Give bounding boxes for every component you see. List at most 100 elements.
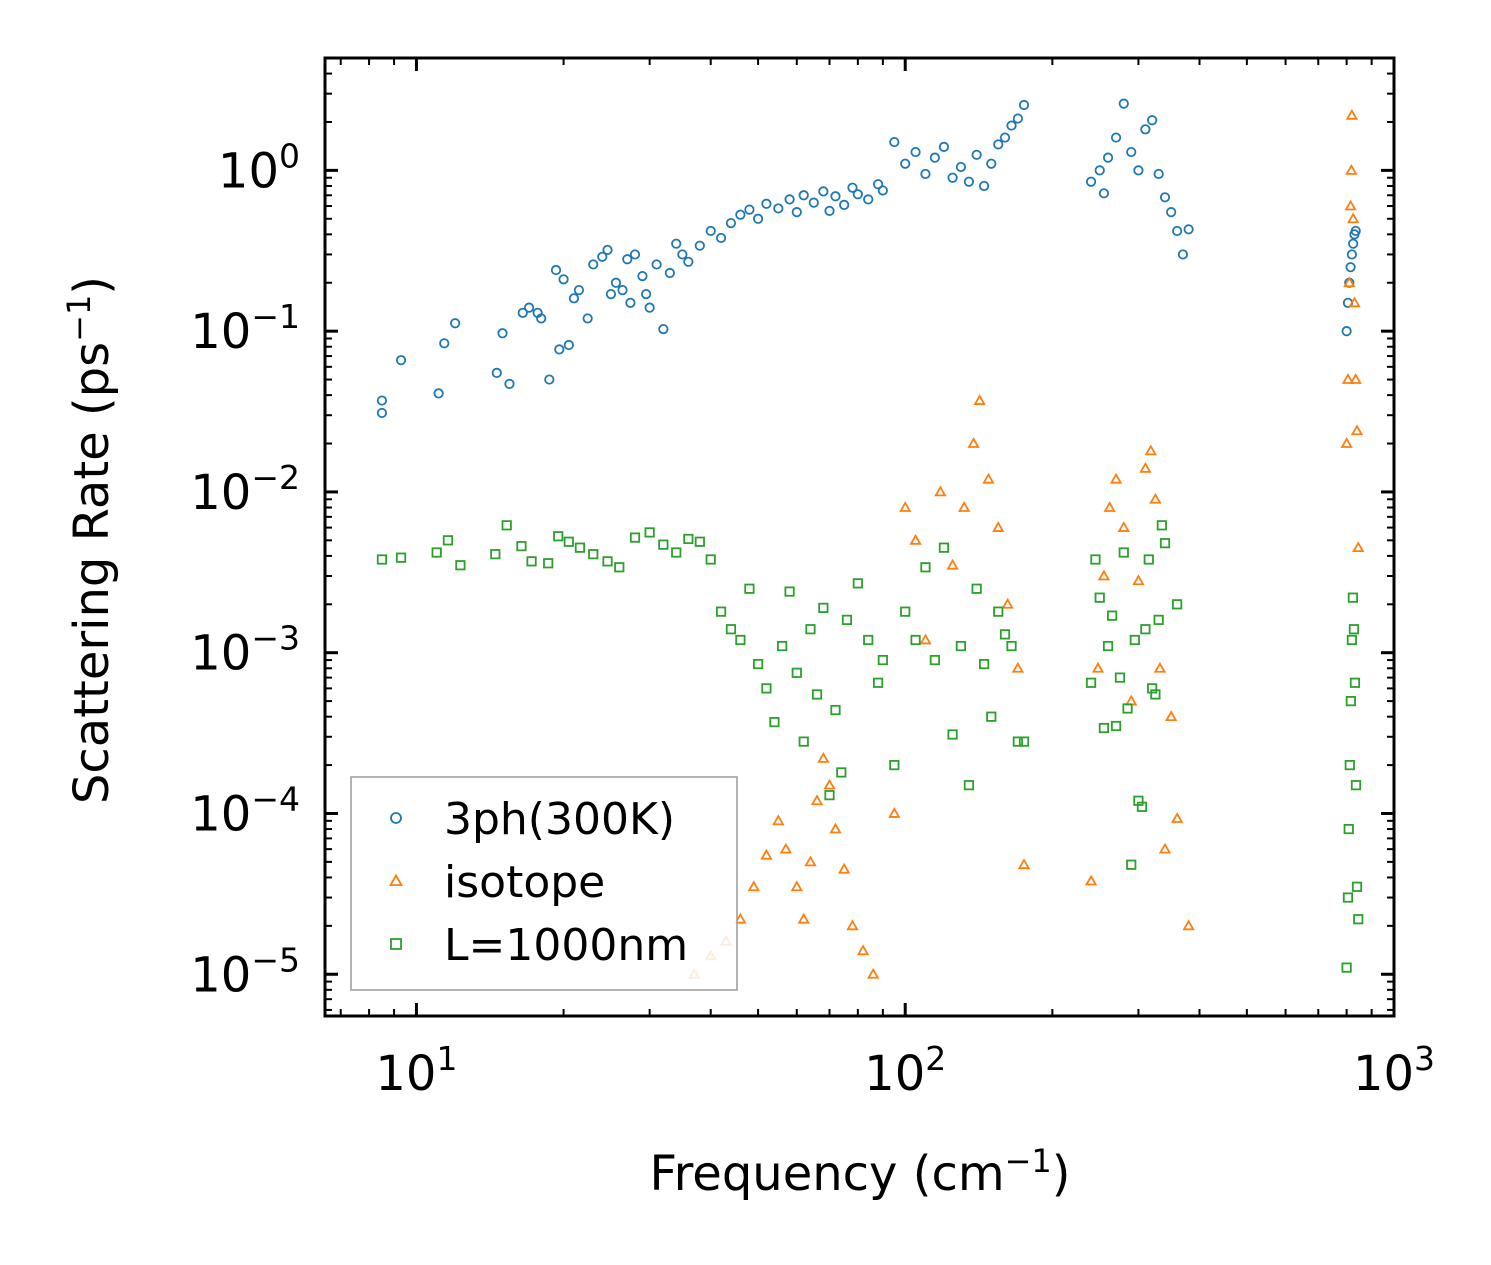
data-point [450,318,461,329]
data-point [1147,683,1158,694]
data-point [841,614,853,625]
data-point [791,207,802,218]
data-point [760,848,773,860]
data-point [1149,492,1162,504]
legend-entries: 3ph(300K) isotope L=1000nm [388,794,688,971]
data-point [1114,672,1126,683]
data-point [824,790,835,801]
data-point [1018,736,1030,747]
data-point [501,520,512,531]
data-point [550,264,562,276]
data-point [725,217,737,229]
data-point [644,302,655,313]
data-point [957,501,971,512]
data-point [614,562,625,573]
data-point [797,912,810,924]
data-point [1150,689,1161,700]
data-point [1118,547,1129,558]
data-point [1132,574,1145,586]
data-point [836,767,847,778]
data-point [920,562,931,573]
data-point [1102,640,1114,652]
data-point [715,606,727,617]
data-point [610,277,622,288]
data-point [1344,199,1357,211]
data-point [877,654,888,666]
data-point [1006,120,1017,131]
data-point [761,683,772,694]
data-point [1158,842,1172,854]
data-point [1341,962,1352,973]
data-point [617,285,628,296]
legend-marker-triangle-icon [388,873,404,887]
data-point [1094,592,1105,603]
data-point [664,267,675,279]
data-point [491,367,502,378]
data-point [1140,124,1151,135]
data-point [671,238,682,249]
legend: 3ph(300K) isotope L=1000nm [350,776,738,991]
data-point [694,240,705,251]
data-point [1350,225,1361,237]
data-point [877,185,888,196]
data-point [574,542,586,553]
data-point [856,944,870,956]
data-point [1125,694,1138,706]
data-point [1090,554,1101,565]
data-point [1182,919,1195,931]
data-point [900,606,911,617]
data-point [971,583,982,594]
data-point [910,146,921,158]
data-point [798,736,809,747]
data-point [769,717,780,728]
data-point [971,149,982,160]
data-point [1172,599,1183,610]
data-point [516,541,527,552]
data-point [651,259,662,270]
data-point [847,182,858,193]
data-point [588,259,599,270]
series-square [376,520,1364,973]
data-point [830,704,841,716]
data-point [1170,812,1184,823]
data-point [1166,207,1177,218]
data-point [978,180,990,192]
data-point [640,289,652,300]
data-point [1347,592,1359,603]
data-point [1097,569,1111,581]
y-tick-label: 10−4 [190,779,300,842]
data-point [544,374,555,385]
data-point [1133,165,1144,176]
data-point [573,285,585,296]
data-point [1147,115,1158,126]
data-point [1353,914,1364,925]
data-point [829,822,842,834]
data-point [1098,188,1110,199]
data-point [1085,176,1097,187]
data-point [900,158,911,169]
data-point [588,549,599,560]
data-point [1084,874,1098,886]
data-point [1012,736,1023,747]
data-point [846,919,859,931]
legend-entry: 3ph(300K) [390,794,675,845]
data-point [973,394,986,405]
data-point [1346,249,1357,260]
data-point [938,141,950,152]
data-point [772,814,785,826]
data-point [955,161,967,173]
data-point [683,533,694,545]
data-point [442,535,454,546]
plot-area-frame [323,56,1396,1018]
data-point [1164,710,1178,722]
data-point [1098,722,1110,734]
x-tick-label: 103 [1353,1039,1435,1102]
data-point [1117,521,1130,532]
data-point [910,634,921,646]
data-point [777,640,788,652]
data-point [839,199,850,210]
data-point [993,139,1004,150]
data-point [1346,634,1357,646]
data-point [671,547,682,558]
data-point [553,531,564,542]
